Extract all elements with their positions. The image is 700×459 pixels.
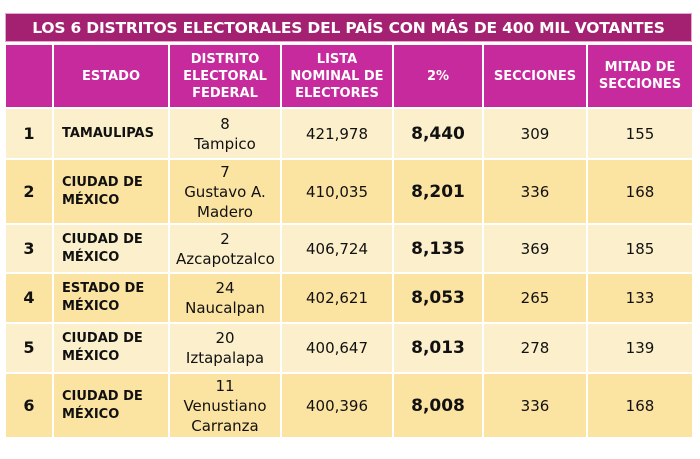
row-number: 5 bbox=[6, 324, 52, 372]
table-row: 4 ESTADO DE MÉXICO 24 Naucalpan 402,621 8,053… bbox=[6, 274, 692, 322]
secciones-cell: 369 bbox=[484, 225, 586, 272]
header-2pct: 2% bbox=[394, 45, 482, 107]
mitad-secciones-cell: 185 bbox=[588, 225, 692, 272]
header-mitad-secciones: MITAD DE SECCIONES bbox=[588, 45, 692, 107]
lista-nominal-cell: 400,396 bbox=[282, 374, 392, 437]
distrito-number: 11 bbox=[215, 376, 235, 395]
table-row: 2 CIUDAD DE MÉXICO 7 Gustavo A. Madero 410,0… bbox=[6, 160, 692, 223]
two-percent-cell: 8,053 bbox=[394, 274, 482, 322]
table-title: LOS 6 DISTRITOS ELECTORALES DEL PAÍS CON… bbox=[5, 13, 692, 42]
distrito-cell: 7 Gustavo A. Madero bbox=[170, 160, 280, 223]
lista-nominal-cell: 410,035 bbox=[282, 160, 392, 223]
header-lista-nominal: LISTA NOMINAL DE ELECTORES bbox=[282, 45, 392, 107]
mitad-secciones-cell: 168 bbox=[588, 160, 692, 223]
distrito-number: 20 bbox=[215, 329, 235, 347]
distrito-name: Naucalpan bbox=[185, 299, 265, 317]
distrito-number: 2 bbox=[220, 229, 230, 248]
secciones-cell: 336 bbox=[484, 160, 586, 223]
secciones-cell: 309 bbox=[484, 109, 586, 158]
row-number: 4 bbox=[6, 274, 52, 322]
mitad-secciones-cell: 139 bbox=[588, 324, 692, 372]
distrito-number: 8 bbox=[220, 114, 230, 133]
secciones-cell: 336 bbox=[484, 374, 586, 437]
table-row: 6 CIUDAD DE MÉXICO 11 Venustiano Carranza 40… bbox=[6, 374, 692, 437]
row-number: 3 bbox=[6, 225, 52, 272]
distrito-name: Iztapalapa bbox=[185, 349, 265, 367]
mitad-secciones-cell: 155 bbox=[588, 109, 692, 158]
lista-nominal-cell: 402,621 bbox=[282, 274, 392, 322]
distrito-cell: 2 Azcapotzalco bbox=[170, 225, 280, 272]
distrito-number: 24 bbox=[215, 279, 235, 297]
two-percent-cell: 8,008 bbox=[394, 374, 482, 437]
two-percent-cell: 8,201 bbox=[394, 160, 482, 223]
secciones-cell: 265 bbox=[484, 274, 586, 322]
distrito-name: Venustiano Carranza bbox=[183, 396, 267, 435]
header-row: ESTADO DISTRITO ELECTORAL FEDERAL LISTA … bbox=[6, 45, 692, 107]
header-index bbox=[6, 45, 52, 107]
distrito-cell: 20 Iztapalapa bbox=[170, 324, 280, 372]
table-row: 3 CIUDAD DE MÉXICO 2 Azcapotzalco 406,724 8,1… bbox=[6, 225, 692, 272]
estado-cell: CIUDAD DE MÉXICO bbox=[54, 225, 168, 272]
two-percent-cell: 8,440 bbox=[394, 109, 482, 158]
lista-nominal-cell: 406,724 bbox=[282, 225, 392, 272]
header-distrito: DISTRITO ELECTORAL FEDERAL bbox=[170, 45, 280, 107]
table-row: 1 TAMAULIPAS 8 Tampico 421,978 8,440 309 155 bbox=[6, 109, 692, 158]
distrito-cell: 11 Venustiano Carranza bbox=[170, 374, 280, 437]
estado-cell: CIUDAD DE MÉXICO bbox=[54, 324, 168, 372]
header-estado: ESTADO bbox=[54, 45, 168, 107]
lista-nominal-cell: 421,978 bbox=[282, 109, 392, 158]
lista-nominal-cell: 400,647 bbox=[282, 324, 392, 372]
two-percent-cell: 8,013 bbox=[394, 324, 482, 372]
districts-table: ESTADO DISTRITO ELECTORAL FEDERAL LISTA … bbox=[4, 43, 694, 439]
table-row: 5 CIUDAD DE MÉXICO 20 Iztapalapa 400,647 8,01… bbox=[6, 324, 692, 372]
mitad-secciones-cell: 168 bbox=[588, 374, 692, 437]
distrito-cell: 24 Naucalpan bbox=[170, 274, 280, 322]
two-percent-cell: 8,135 bbox=[394, 225, 482, 272]
estado-cell: CIUDAD DE MÉXICO bbox=[54, 160, 168, 223]
mitad-secciones-cell: 133 bbox=[588, 274, 692, 322]
distrito-name: Tampico bbox=[194, 134, 256, 153]
row-number: 1 bbox=[6, 109, 52, 158]
row-number: 6 bbox=[6, 374, 52, 437]
row-number: 2 bbox=[6, 160, 52, 223]
distrito-cell: 8 Tampico bbox=[170, 109, 280, 158]
estado-cell: CIUDAD DE MÉXICO bbox=[54, 374, 168, 437]
estado-cell: TAMAULIPAS bbox=[54, 109, 168, 158]
distrito-name: Gustavo A. Madero bbox=[184, 182, 266, 221]
header-secciones: SECCIONES bbox=[484, 45, 586, 107]
distrito-number: 7 bbox=[220, 162, 230, 181]
estado-cell: ESTADO DE MÉXICO bbox=[54, 274, 168, 322]
secciones-cell: 278 bbox=[484, 324, 586, 372]
distrito-name: Azcapotzalco bbox=[176, 249, 275, 268]
